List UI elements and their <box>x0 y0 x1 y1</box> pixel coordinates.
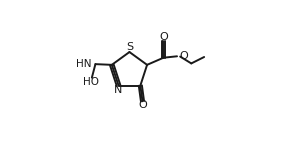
Text: S: S <box>127 42 134 52</box>
Text: HN: HN <box>76 59 91 69</box>
Text: O: O <box>159 32 168 42</box>
Text: N: N <box>114 85 122 95</box>
Text: O: O <box>138 100 147 110</box>
Text: HO: HO <box>83 77 99 87</box>
Text: O: O <box>179 51 188 61</box>
